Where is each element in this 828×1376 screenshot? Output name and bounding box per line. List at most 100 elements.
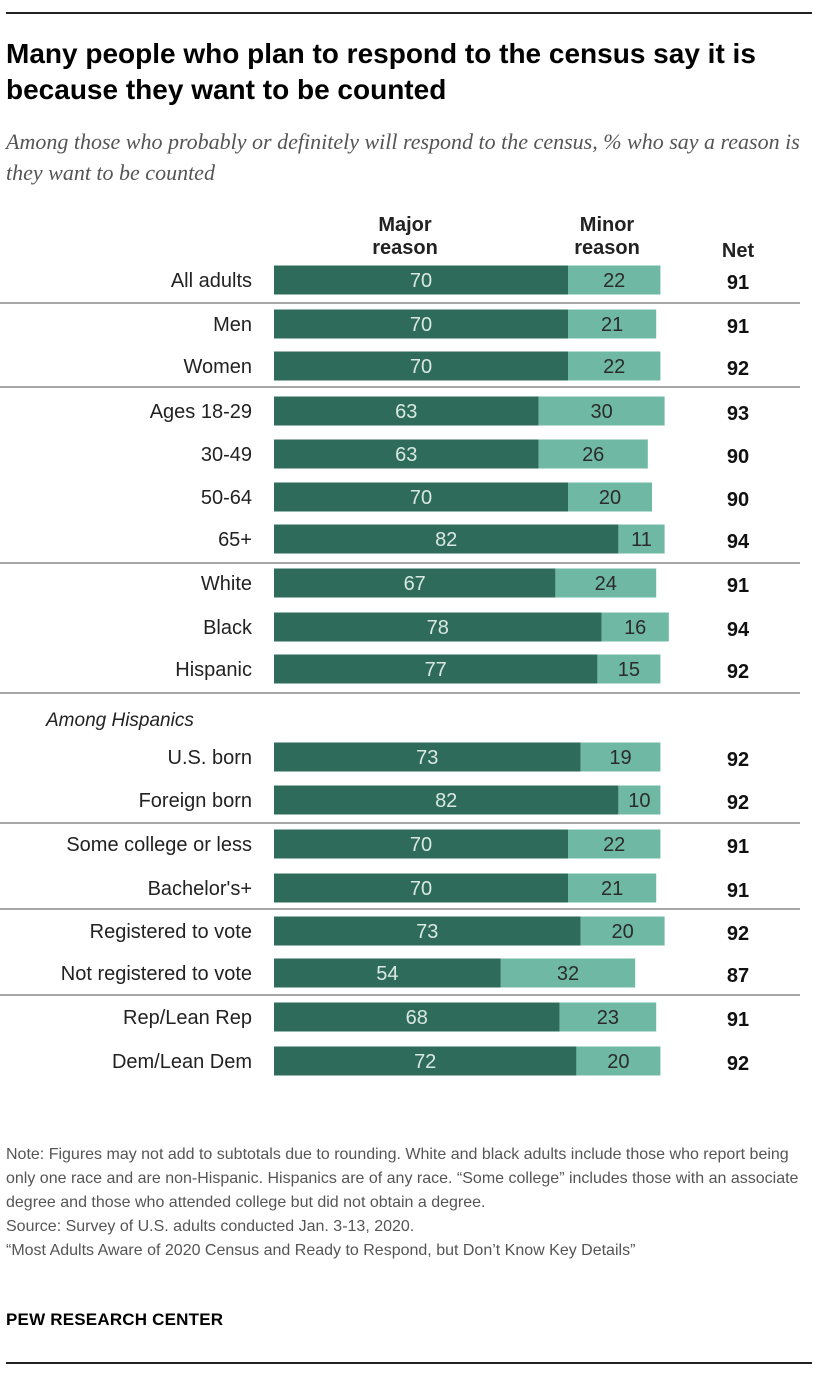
row-label: 50-64 <box>201 487 252 509</box>
bar-minor-reason <box>618 524 665 554</box>
minor-value-label: 15 <box>618 659 640 681</box>
major-value-label: 68 <box>406 1007 428 1029</box>
major-value-label: 63 <box>395 401 417 423</box>
net-value-label: 91 <box>727 316 749 338</box>
row-label: U.S. born <box>168 747 252 769</box>
net-value-label: 91 <box>727 575 749 597</box>
minor-value-label: 21 <box>601 878 623 900</box>
minor-value-label: 30 <box>590 401 612 423</box>
source-text: Source: Survey of U.S. adults conducted … <box>6 1218 415 1235</box>
net-value-label: 92 <box>727 749 749 771</box>
bar-major-reason <box>274 568 556 598</box>
bar-major-reason <box>274 1046 577 1076</box>
note-text: Note: Figures may not add to subtotals d… <box>6 1146 799 1211</box>
bar-major-reason <box>274 396 539 426</box>
major-value-label: 70 <box>410 314 432 336</box>
net-column-header: Net <box>722 240 755 262</box>
row-label: Hispanic <box>175 659 252 681</box>
bar-minor-reason <box>601 612 669 642</box>
row-label: Men <box>213 314 252 336</box>
minor-value-label: 22 <box>603 356 625 378</box>
bottom-rule <box>6 1362 812 1364</box>
net-value-label: 94 <box>727 531 750 553</box>
net-value-label: 92 <box>727 661 749 683</box>
minor-value-label: 20 <box>607 1051 629 1073</box>
bar-minor-reason <box>568 873 657 903</box>
bar-minor-reason <box>555 568 657 598</box>
bar-minor-reason <box>568 265 661 295</box>
bar-minor-reason <box>576 1046 661 1076</box>
report-title-text: “Most Adults Aware of 2020 Census and Re… <box>6 1242 636 1259</box>
major-value-label: 63 <box>395 444 417 466</box>
row-label: Ages 18-29 <box>150 401 252 423</box>
row-label: Registered to vote <box>90 921 252 943</box>
minor-value-label: 22 <box>603 834 625 856</box>
top-rule <box>6 12 812 14</box>
major-value-label: 78 <box>427 617 449 639</box>
row-label: Black <box>203 617 253 639</box>
minor-value-label: 11 <box>631 529 652 551</box>
net-value-label: 94 <box>727 619 750 641</box>
bar-minor-reason <box>568 309 657 339</box>
net-value-label: 92 <box>727 358 749 380</box>
row-label: Foreign born <box>139 790 252 812</box>
bar-major-reason <box>274 309 568 339</box>
row-label: 30-49 <box>201 444 252 466</box>
major-value-label: 82 <box>435 790 457 812</box>
minor-value-label: 20 <box>599 487 621 509</box>
stacked-bar-chart: Major reason Minor reason Net Among Hispanics… <box>0 214 800 1076</box>
bar-minor-reason <box>580 916 665 946</box>
bar-major-reason <box>274 482 568 512</box>
bar-major-reason <box>274 829 568 859</box>
net-value-label: 93 <box>727 403 749 425</box>
major-value-label: 70 <box>410 356 432 378</box>
net-value-label: 87 <box>727 965 749 987</box>
net-value-label: 91 <box>727 880 749 902</box>
net-value-label: 92 <box>727 792 749 814</box>
chart-subtitle: Among those who probably or definitely w… <box>6 129 800 185</box>
minor-value-label: 26 <box>582 444 604 466</box>
net-value-label: 92 <box>727 1053 749 1075</box>
minor-value-label: 19 <box>609 747 631 769</box>
major-value-label: 70 <box>410 834 432 856</box>
major-value-label: 77 <box>425 659 447 681</box>
row-label: Women <box>183 356 252 378</box>
bar-minor-reason <box>538 396 665 426</box>
major-value-label: 70 <box>410 878 432 900</box>
bar-minor-reason <box>500 958 636 988</box>
row-label: Some college or less <box>66 834 252 856</box>
bar-minor-reason <box>580 742 661 772</box>
bar-major-reason <box>274 873 568 903</box>
major-value-label: 70 <box>410 487 432 509</box>
major-value-label: 70 <box>410 270 432 292</box>
bar-major-reason <box>274 351 568 381</box>
major-value-label: 82 <box>435 529 457 551</box>
minor-value-label: 24 <box>595 573 617 595</box>
bar-minor-reason <box>568 482 652 512</box>
row-label: Not registered to vote <box>61 963 252 985</box>
brand-logo-text: PEW RESEARCH CENTER <box>6 1310 224 1329</box>
bar-major-reason <box>274 439 539 469</box>
net-value-label: 90 <box>727 489 749 511</box>
bar-major-reason <box>274 265 568 295</box>
net-value-label: 91 <box>727 1009 749 1031</box>
net-value-label: 90 <box>727 446 749 468</box>
row-label: All adults <box>171 270 252 292</box>
bar-minor-reason <box>597 654 661 684</box>
legend-minor-reason: Minor reason <box>574 214 640 259</box>
major-value-label: 72 <box>414 1051 436 1073</box>
bar-minor-reason <box>618 785 661 815</box>
bar-major-reason <box>274 785 619 815</box>
net-value-label: 92 <box>727 923 749 945</box>
major-value-label: 73 <box>416 921 438 943</box>
legend-major-reason: Major reason <box>372 214 438 259</box>
bar-major-reason <box>274 742 581 772</box>
bar-major-reason <box>274 612 602 642</box>
minor-value-label: 23 <box>597 1007 619 1029</box>
minor-value-label: 20 <box>611 921 633 943</box>
row-label: Rep/Lean Rep <box>123 1007 252 1029</box>
major-value-label: 73 <box>416 747 438 769</box>
section-header-among-hispanics: Among Hispanics <box>45 710 194 731</box>
minor-value-label: 21 <box>601 314 623 336</box>
bar-minor-reason <box>559 1002 657 1032</box>
